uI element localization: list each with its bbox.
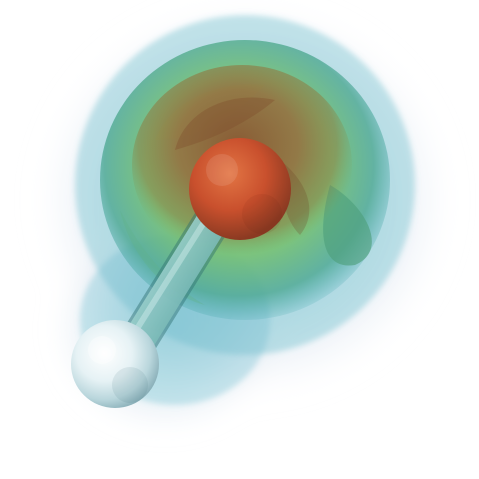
oxygen-atom (189, 138, 291, 240)
hydrogen-atom (71, 320, 159, 408)
